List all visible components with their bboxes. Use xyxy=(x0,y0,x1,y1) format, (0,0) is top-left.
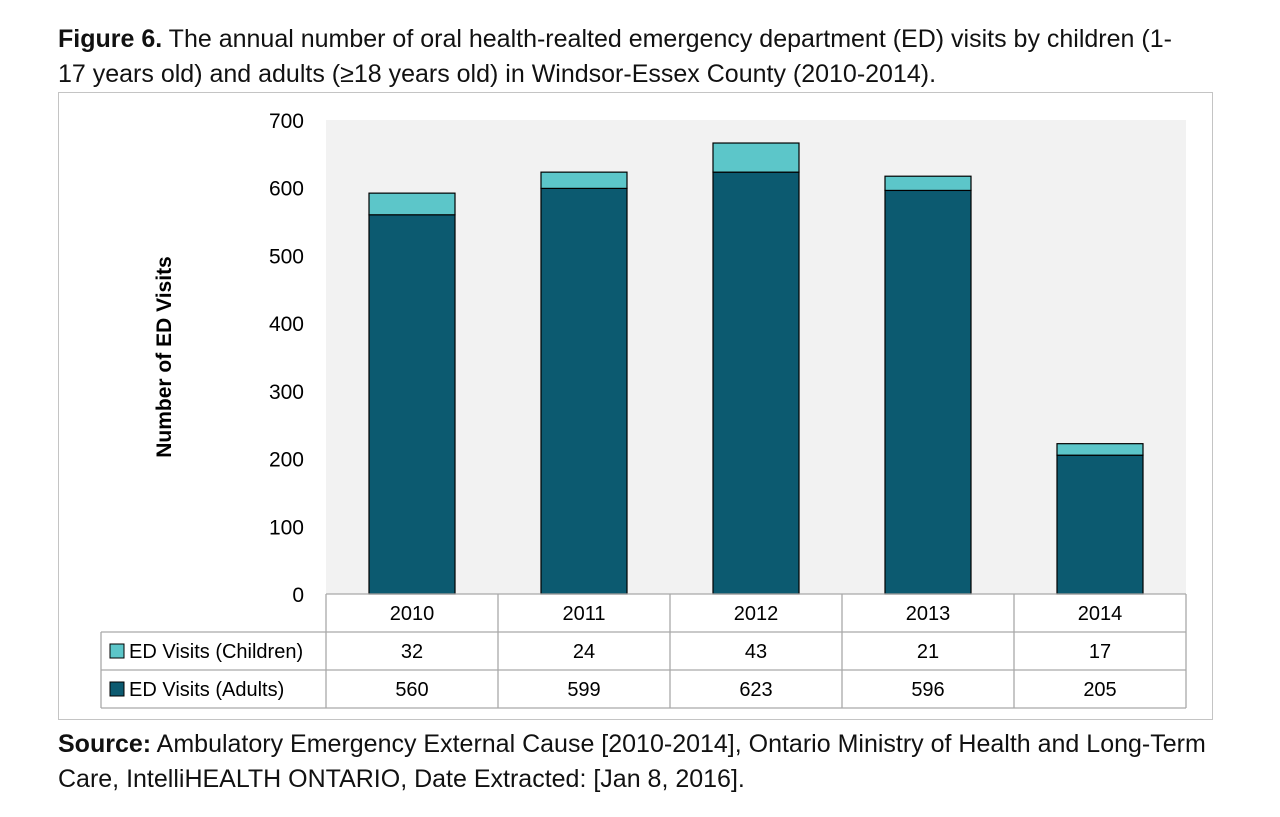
y-tick-label: 700 xyxy=(269,110,304,133)
bar-segment xyxy=(1056,454,1144,595)
x-tick-label: 2014 xyxy=(1078,603,1123,625)
y-tick-label: 200 xyxy=(269,449,304,472)
bar-segment xyxy=(712,142,800,173)
x-tick-label: 2013 xyxy=(906,603,951,625)
y-axis-title: Number of ED Visits xyxy=(153,256,176,458)
y-tick-label: 300 xyxy=(269,381,304,404)
legend-label: ED Visits (Adults) xyxy=(129,679,284,701)
data-table-value: 560 xyxy=(395,679,428,701)
bar-segment xyxy=(368,192,456,216)
data-table-value: 596 xyxy=(911,679,944,701)
bar-segment xyxy=(540,187,628,595)
data-table-value: 17 xyxy=(1089,641,1111,663)
legend-label: ED Visits (Children) xyxy=(129,641,303,663)
source-text: Ambulatory Emergency External Cause [201… xyxy=(58,730,1206,793)
figure-caption-text: The annual number of oral health-realted… xyxy=(58,25,1172,88)
data-table-value: 599 xyxy=(567,679,600,701)
source-note: Source: Ambulatory Emergency External Ca… xyxy=(58,727,1218,797)
figure-label: Figure 6. xyxy=(58,25,163,53)
y-tick-label: 500 xyxy=(269,245,304,268)
y-tick-label: 600 xyxy=(269,178,304,201)
data-table-value: 21 xyxy=(917,641,939,663)
legend-key xyxy=(109,681,125,697)
data-table-value: 623 xyxy=(739,679,772,701)
figure-caption: Figure 6. The annual number of oral heal… xyxy=(58,22,1198,92)
source-label: Source: xyxy=(58,730,152,758)
data-table-value: 205 xyxy=(1083,679,1116,701)
data-table-value: 32 xyxy=(401,641,423,663)
y-tick-label: 0 xyxy=(292,584,304,607)
stacked-bar-chart: 0 100 200 300 400 500 600 700 Number of ED Visit… xyxy=(100,110,1187,709)
bar-segment xyxy=(1056,443,1144,456)
chart-frame: 0 100 200 300 400 500 600 700 Number of ED Visit… xyxy=(58,92,1213,720)
y-tick-label: 100 xyxy=(269,516,304,539)
x-tick-label: 2011 xyxy=(562,603,605,625)
x-tick-label: 2010 xyxy=(390,603,435,625)
x-tick-label: 2012 xyxy=(734,603,779,625)
bar-segment xyxy=(884,175,972,192)
bar-segment xyxy=(712,171,800,595)
data-table-value: 43 xyxy=(745,641,767,663)
bar-segment xyxy=(540,171,628,189)
y-tick-label: 400 xyxy=(269,313,304,336)
bar-segment xyxy=(884,189,972,595)
data-table-value: 24 xyxy=(573,641,595,663)
legend-key xyxy=(109,643,125,659)
bar-segment xyxy=(368,214,456,595)
